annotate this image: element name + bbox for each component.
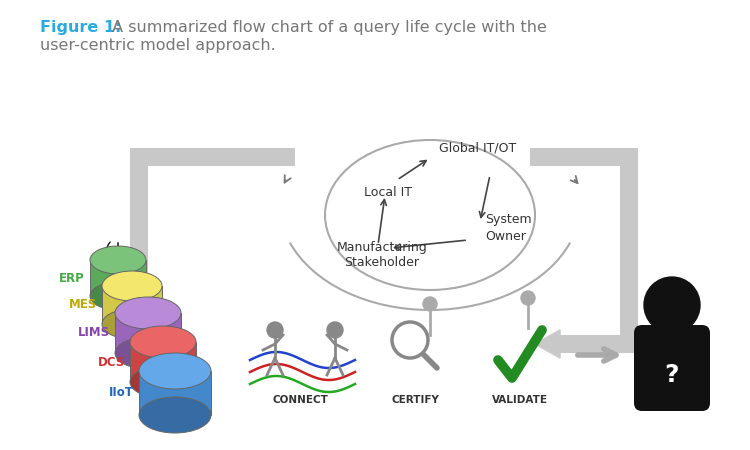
FancyBboxPatch shape [560, 335, 638, 353]
Circle shape [267, 322, 283, 338]
Text: DCS: DCS [98, 356, 125, 369]
FancyBboxPatch shape [115, 313, 181, 353]
Circle shape [423, 297, 437, 311]
Ellipse shape [90, 246, 146, 274]
FancyBboxPatch shape [130, 342, 196, 382]
Ellipse shape [102, 271, 162, 301]
Text: CONNECT: CONNECT [272, 395, 328, 405]
Circle shape [521, 291, 535, 305]
Ellipse shape [130, 326, 196, 358]
Text: CERTIFY: CERTIFY [391, 395, 439, 405]
FancyBboxPatch shape [90, 260, 146, 296]
Ellipse shape [90, 282, 146, 310]
Ellipse shape [115, 297, 181, 329]
Circle shape [327, 322, 343, 338]
Text: ?: ? [664, 363, 680, 387]
Text: Global IT/OT: Global IT/OT [440, 141, 517, 154]
Text: A summarized flow chart of a query life cycle with the: A summarized flow chart of a query life … [107, 20, 547, 35]
Polygon shape [535, 330, 560, 358]
Ellipse shape [139, 397, 211, 433]
Ellipse shape [115, 337, 181, 369]
Circle shape [644, 277, 700, 333]
FancyBboxPatch shape [102, 286, 162, 324]
FancyBboxPatch shape [634, 325, 710, 411]
Text: LIMS: LIMS [78, 327, 110, 339]
Text: Manufacturing
Stakeholder: Manufacturing Stakeholder [337, 240, 427, 270]
Text: System
Owner: System Owner [485, 213, 532, 243]
Text: Figure 1:: Figure 1: [40, 20, 122, 35]
FancyBboxPatch shape [130, 148, 148, 323]
Text: ERP: ERP [59, 271, 85, 284]
Ellipse shape [102, 309, 162, 339]
FancyBboxPatch shape [530, 148, 638, 166]
Ellipse shape [130, 366, 196, 398]
Text: user-centric model approach.: user-centric model approach. [40, 38, 276, 53]
Polygon shape [121, 323, 157, 348]
FancyBboxPatch shape [139, 371, 211, 415]
FancyBboxPatch shape [620, 148, 638, 353]
Ellipse shape [139, 353, 211, 389]
Text: IIoT: IIoT [110, 387, 134, 400]
Text: Local IT: Local IT [364, 186, 412, 199]
Text: VALIDATE: VALIDATE [492, 395, 548, 405]
FancyBboxPatch shape [130, 148, 295, 166]
Text: MES: MES [69, 298, 97, 311]
